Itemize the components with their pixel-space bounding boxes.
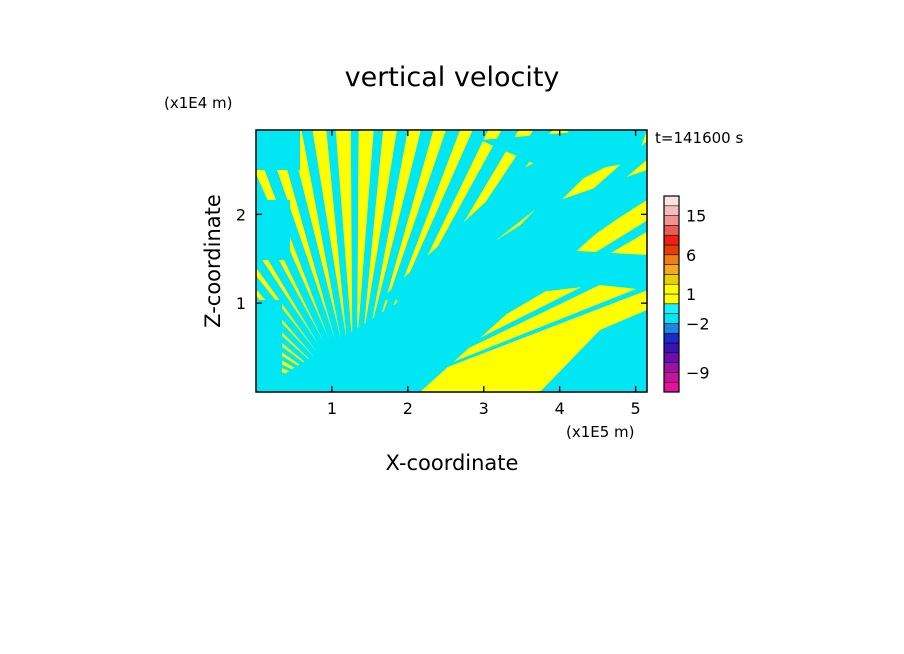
colorbar-segment — [663, 313, 680, 324]
plot-frame — [255, 129, 648, 393]
velocity-band — [275, 130, 355, 392]
colorbar-segment — [663, 352, 680, 363]
colorbar-segment — [663, 234, 680, 246]
colorbar-segment — [663, 293, 680, 305]
colorbar-segment — [663, 215, 680, 226]
colorbar-segment — [663, 205, 680, 216]
colorbar-segment — [663, 332, 680, 344]
colorbar-tick-label: 15 — [686, 207, 706, 226]
x-axis-label: X-coordinate — [386, 451, 519, 475]
colorbar-segment — [663, 254, 680, 265]
colorbar-frame — [663, 195, 680, 393]
velocity-band — [256, 170, 647, 392]
velocity-band — [256, 300, 282, 392]
colorbar-segment — [663, 195, 680, 207]
x-tick-label: 5 — [631, 399, 641, 418]
y-tick-label: 1 — [236, 294, 246, 313]
x-tick-label: 3 — [479, 399, 489, 418]
colorbar-tick-label: −9 — [686, 363, 710, 382]
x-unit-label: (x1E5 m) — [566, 423, 635, 441]
colorbar-segment — [663, 381, 680, 393]
colorbar-tick-label: −2 — [686, 314, 710, 333]
y-unit-label: (x1E4 m) — [164, 94, 233, 112]
velocity-band — [301, 130, 356, 392]
y-axis-label: Z-coordinate — [201, 194, 225, 328]
velocity-band — [256, 130, 300, 170]
x-axis-ticks: 1 2 3 4 5 — [327, 130, 641, 418]
colorbar-segment — [663, 274, 680, 285]
velocity-band — [256, 130, 354, 392]
x-tick-label: 2 — [403, 399, 413, 418]
time-label: t=141600 s — [655, 129, 743, 147]
colorbar-segment — [663, 372, 680, 383]
y-tick-label: 2 — [236, 205, 246, 224]
plot-area — [255, 129, 648, 393]
velocity-band — [326, 130, 356, 392]
colorbar-segment — [663, 323, 680, 334]
velocity-band — [330, 250, 647, 360]
colorbar-segment — [663, 342, 680, 354]
x-tick-label: 4 — [555, 399, 565, 418]
colorbar-segment — [663, 283, 680, 295]
velocity-band — [350, 130, 359, 392]
colorbar-tick-label: 6 — [686, 246, 696, 265]
velocity-band — [256, 200, 290, 260]
colorbar-segment — [663, 264, 680, 275]
x-tick-label: 1 — [327, 399, 337, 418]
chart-title: vertical velocity — [345, 62, 560, 93]
colorbar-tick-label: 1 — [686, 285, 696, 304]
velocity-band — [480, 130, 647, 175]
colorbar-segment — [663, 225, 680, 236]
colorbar: 15 6 1 −2 −9 — [663, 195, 710, 393]
colorbar-segment — [663, 362, 680, 373]
velocity-field — [256, 130, 647, 392]
colorbar-segment — [663, 244, 680, 256]
velocity-band — [377, 284, 647, 392]
velocity-band — [380, 130, 647, 300]
y-axis-ticks: 12 — [236, 205, 647, 313]
velocity-band — [540, 310, 647, 392]
colorbar-segment — [663, 303, 680, 314]
